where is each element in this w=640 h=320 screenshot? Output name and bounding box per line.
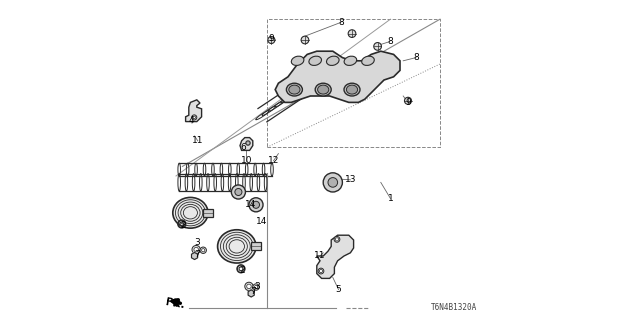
Circle shape: [249, 198, 263, 212]
Circle shape: [192, 245, 200, 254]
Text: T6N4B1320A: T6N4B1320A: [431, 303, 477, 312]
Circle shape: [235, 188, 242, 196]
Ellipse shape: [173, 197, 208, 228]
Ellipse shape: [317, 85, 329, 94]
Text: 8: 8: [387, 37, 392, 46]
Text: 2: 2: [240, 266, 245, 275]
Circle shape: [348, 30, 356, 37]
Ellipse shape: [291, 56, 304, 65]
Circle shape: [247, 284, 252, 289]
Circle shape: [247, 142, 250, 144]
Circle shape: [192, 115, 197, 120]
Circle shape: [244, 282, 253, 291]
Text: 1: 1: [388, 194, 393, 203]
Ellipse shape: [346, 85, 358, 94]
Text: 8: 8: [338, 18, 344, 27]
Ellipse shape: [326, 56, 339, 65]
Text: FR.: FR.: [165, 297, 186, 310]
Ellipse shape: [344, 56, 356, 65]
Text: 10: 10: [241, 156, 252, 165]
Circle shape: [255, 285, 258, 289]
Text: 3: 3: [194, 238, 200, 247]
Polygon shape: [248, 290, 254, 297]
Circle shape: [193, 116, 196, 119]
Circle shape: [194, 247, 198, 252]
Circle shape: [232, 185, 246, 199]
Circle shape: [319, 269, 323, 273]
Circle shape: [318, 268, 324, 274]
Circle shape: [246, 141, 250, 145]
Text: 4: 4: [189, 116, 194, 124]
Circle shape: [252, 201, 260, 208]
Polygon shape: [275, 51, 400, 102]
Text: 13: 13: [345, 175, 356, 184]
Ellipse shape: [289, 85, 300, 94]
Text: 5: 5: [336, 285, 341, 294]
Circle shape: [200, 247, 206, 253]
Ellipse shape: [362, 56, 374, 65]
Text: 11: 11: [192, 136, 204, 145]
Circle shape: [301, 36, 309, 44]
Text: 7: 7: [194, 250, 200, 259]
Text: 12: 12: [268, 156, 279, 165]
Circle shape: [253, 284, 259, 290]
Text: 6: 6: [241, 143, 246, 152]
Text: 11: 11: [314, 252, 326, 260]
FancyBboxPatch shape: [204, 209, 212, 217]
Text: 7: 7: [250, 287, 255, 296]
Circle shape: [268, 36, 275, 44]
Ellipse shape: [344, 83, 360, 96]
Polygon shape: [186, 100, 202, 122]
Circle shape: [323, 173, 342, 192]
Ellipse shape: [218, 230, 256, 263]
Ellipse shape: [315, 83, 332, 96]
Circle shape: [202, 249, 205, 252]
Text: 14: 14: [256, 217, 268, 226]
Circle shape: [374, 43, 381, 50]
Circle shape: [334, 236, 340, 242]
Polygon shape: [240, 138, 253, 150]
Text: 9: 9: [269, 34, 274, 43]
Text: 3: 3: [255, 282, 260, 291]
Text: 9: 9: [405, 98, 411, 107]
Circle shape: [404, 97, 412, 104]
Circle shape: [328, 178, 338, 187]
Ellipse shape: [287, 83, 302, 96]
Text: 8: 8: [413, 53, 419, 62]
Polygon shape: [317, 235, 354, 278]
Polygon shape: [191, 252, 198, 260]
Ellipse shape: [309, 56, 321, 65]
Circle shape: [335, 238, 339, 241]
FancyBboxPatch shape: [251, 243, 261, 250]
Text: 14: 14: [244, 200, 256, 209]
Text: 2: 2: [180, 221, 186, 230]
